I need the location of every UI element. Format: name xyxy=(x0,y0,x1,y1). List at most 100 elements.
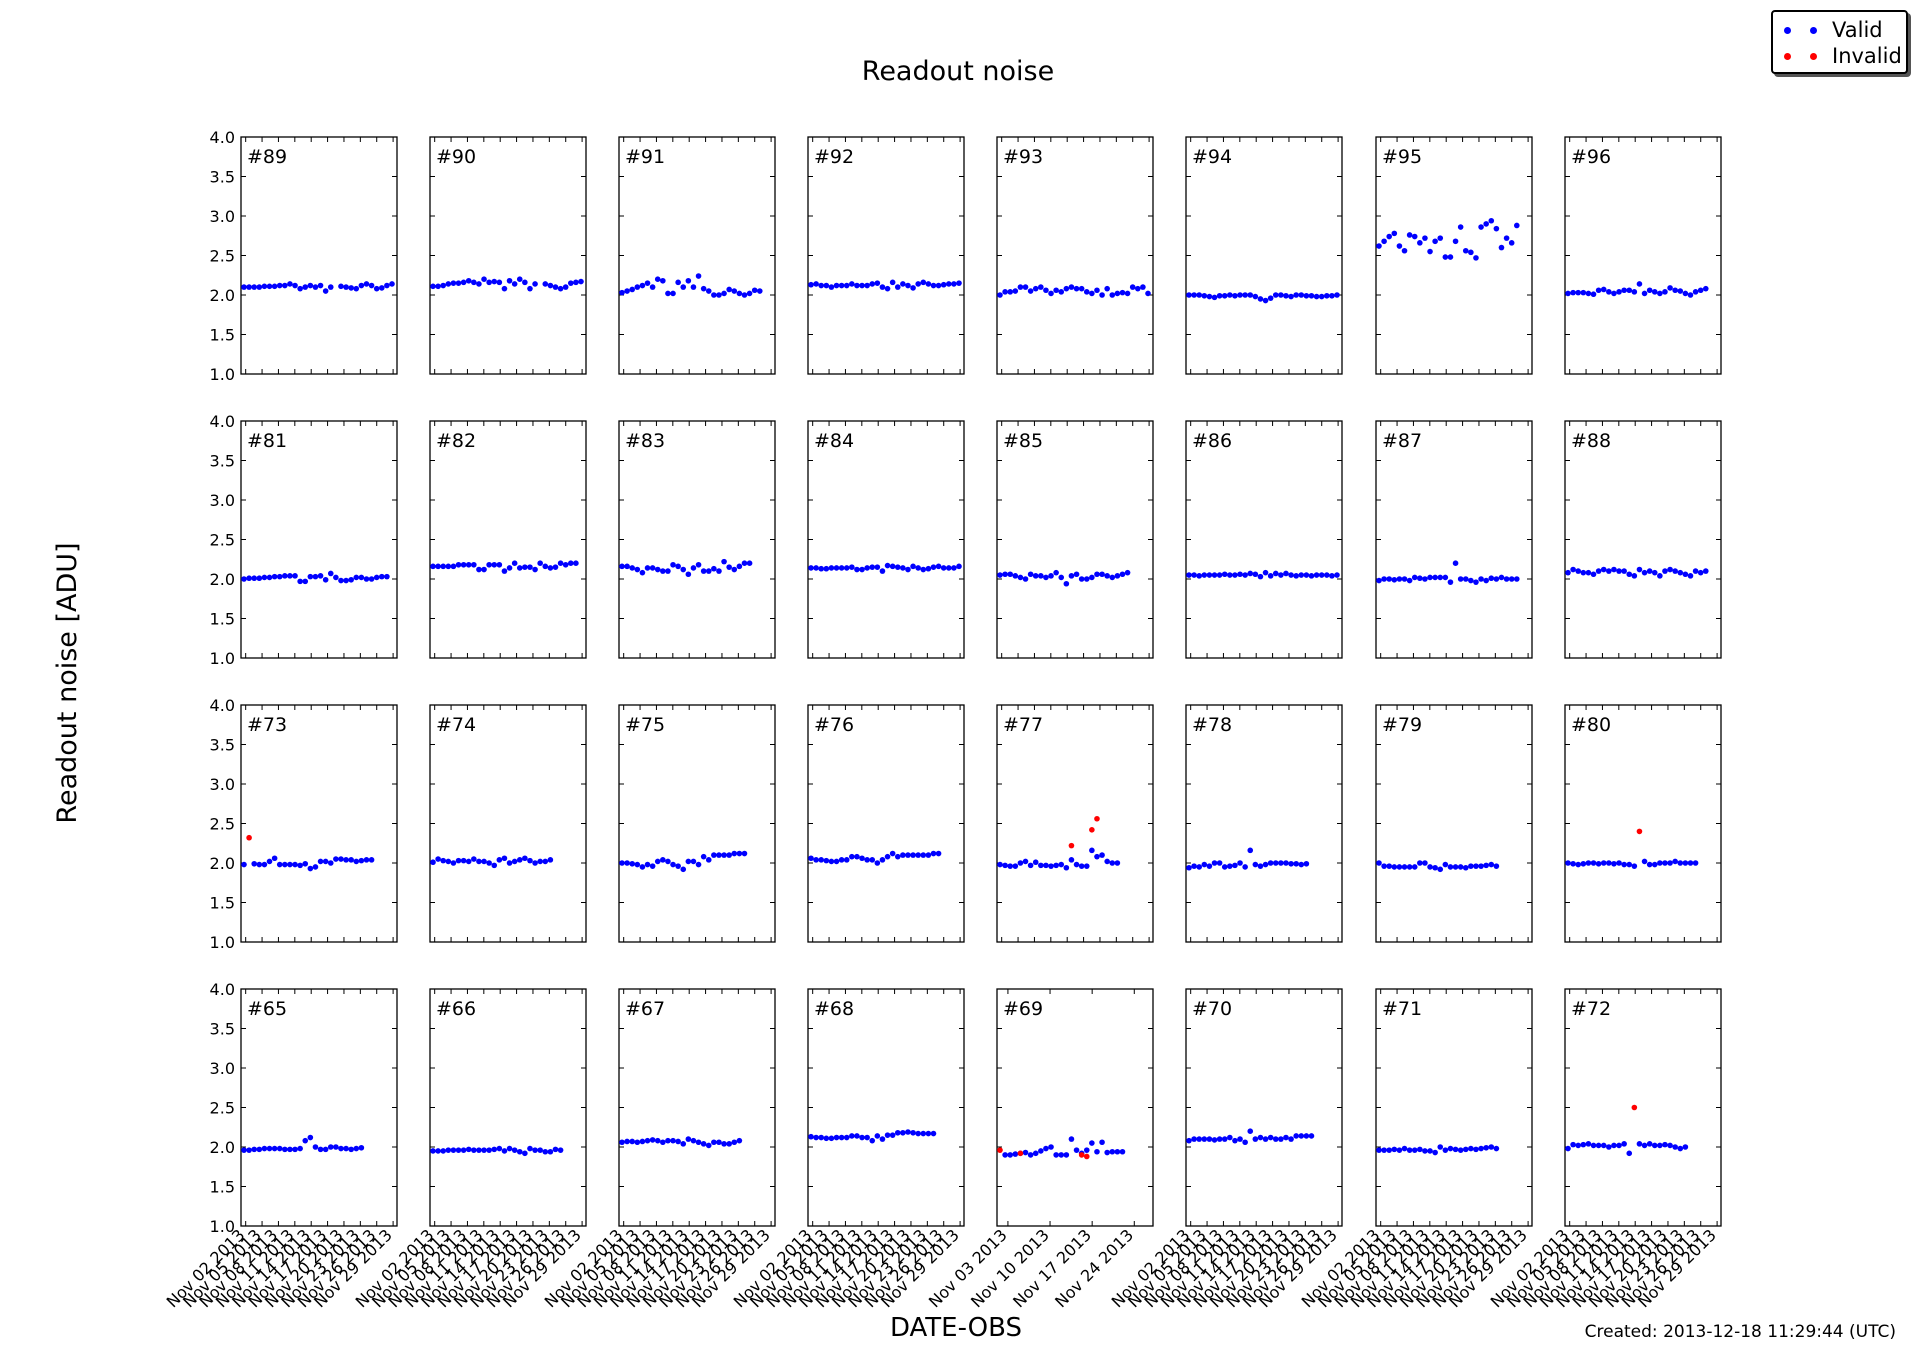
valid-point xyxy=(1201,1136,1208,1142)
valid-point xyxy=(532,566,538,573)
valid-point xyxy=(338,283,344,290)
valid-point xyxy=(823,565,830,572)
valid-point xyxy=(1376,577,1382,584)
valid-point xyxy=(1109,574,1116,581)
valid-point xyxy=(1323,572,1330,578)
valid-point xyxy=(516,565,523,571)
valid-point xyxy=(557,285,564,292)
valid-point xyxy=(1677,1145,1684,1152)
valid-point xyxy=(266,1145,273,1152)
valid-point xyxy=(1134,285,1141,292)
valid-point xyxy=(1636,281,1643,287)
valid-point xyxy=(833,282,840,289)
valid-point xyxy=(378,573,385,580)
y-tick-label: 2.0 xyxy=(210,570,235,589)
valid-point xyxy=(1313,293,1320,300)
valid-point xyxy=(1457,1147,1464,1153)
valid-point xyxy=(552,564,559,570)
panel-frame xyxy=(240,704,398,943)
valid-point xyxy=(1032,573,1039,579)
panel-frame xyxy=(240,420,398,659)
valid-point xyxy=(1621,287,1627,294)
valid-point xyxy=(894,564,901,570)
valid-point xyxy=(1493,225,1500,232)
valid-point xyxy=(246,1147,252,1153)
valid-point xyxy=(1667,860,1673,866)
valid-point xyxy=(1646,1141,1653,1147)
valid-point xyxy=(1600,1142,1607,1149)
valid-point xyxy=(353,285,360,292)
valid-point xyxy=(1606,860,1612,866)
valid-point xyxy=(1196,573,1203,579)
panel-label: #75 xyxy=(625,714,665,736)
invalid-point xyxy=(1068,842,1075,849)
valid-point xyxy=(450,280,457,286)
panel-label: #76 xyxy=(814,714,854,736)
valid-point xyxy=(828,858,835,865)
panel-label: #77 xyxy=(1003,714,1043,736)
y-tick-label: 2.5 xyxy=(210,1099,235,1118)
legend-item-invalid: Invalid xyxy=(1773,43,1906,69)
valid-point xyxy=(1381,238,1387,245)
valid-point xyxy=(1303,572,1310,578)
valid-point xyxy=(685,1136,692,1142)
valid-point xyxy=(1196,292,1203,298)
valid-point xyxy=(823,1135,830,1142)
valid-point xyxy=(843,282,850,289)
panel-label: #94 xyxy=(1192,146,1232,168)
valid-point xyxy=(808,1133,814,1140)
valid-point xyxy=(282,861,288,868)
valid-point xyxy=(1468,249,1474,256)
valid-point xyxy=(1272,292,1279,298)
valid-point xyxy=(1283,860,1289,866)
panel-label: #79 xyxy=(1382,714,1422,736)
panel-label: #91 xyxy=(625,146,665,168)
valid-point xyxy=(302,284,309,290)
valid-point xyxy=(1575,568,1582,574)
legend-marker-valid xyxy=(1810,27,1817,34)
valid-point xyxy=(343,577,349,584)
valid-point xyxy=(445,1147,452,1153)
valid-point xyxy=(1483,862,1489,869)
valid-point xyxy=(818,1134,825,1141)
valid-point xyxy=(363,281,370,287)
valid-point xyxy=(1094,287,1100,294)
valid-point xyxy=(1109,860,1116,866)
valid-point xyxy=(506,565,513,571)
valid-point xyxy=(1124,290,1131,297)
valid-point xyxy=(506,860,513,866)
valid-point xyxy=(1073,571,1080,578)
valid-point xyxy=(1621,568,1627,574)
valid-point xyxy=(1094,1148,1100,1155)
valid-point xyxy=(537,560,543,566)
valid-point xyxy=(1288,572,1294,578)
valid-point xyxy=(1089,290,1095,297)
valid-point xyxy=(1043,1145,1049,1152)
valid-point xyxy=(1267,573,1274,579)
valid-point xyxy=(1247,847,1254,854)
valid-point xyxy=(552,1146,559,1153)
y-tick-label: 1.5 xyxy=(210,894,235,913)
y-tick-label: 3.5 xyxy=(210,736,235,755)
valid-point xyxy=(884,562,891,569)
valid-point xyxy=(859,282,865,289)
valid-point xyxy=(690,858,697,865)
valid-point xyxy=(1386,863,1393,869)
valid-point xyxy=(1247,1128,1254,1134)
valid-point xyxy=(527,1145,533,1152)
valid-point xyxy=(1221,292,1228,299)
valid-point xyxy=(445,281,452,287)
valid-point xyxy=(287,1146,293,1153)
valid-point xyxy=(1672,287,1678,294)
valid-point xyxy=(1621,1141,1627,1147)
valid-point xyxy=(557,1147,564,1153)
valid-point xyxy=(1068,284,1075,290)
valid-point xyxy=(261,861,268,868)
valid-point xyxy=(1206,293,1213,300)
valid-point xyxy=(333,574,339,581)
valid-point xyxy=(1237,1136,1243,1142)
valid-point xyxy=(1595,860,1602,867)
valid-point xyxy=(522,855,528,862)
valid-point xyxy=(450,1147,457,1153)
